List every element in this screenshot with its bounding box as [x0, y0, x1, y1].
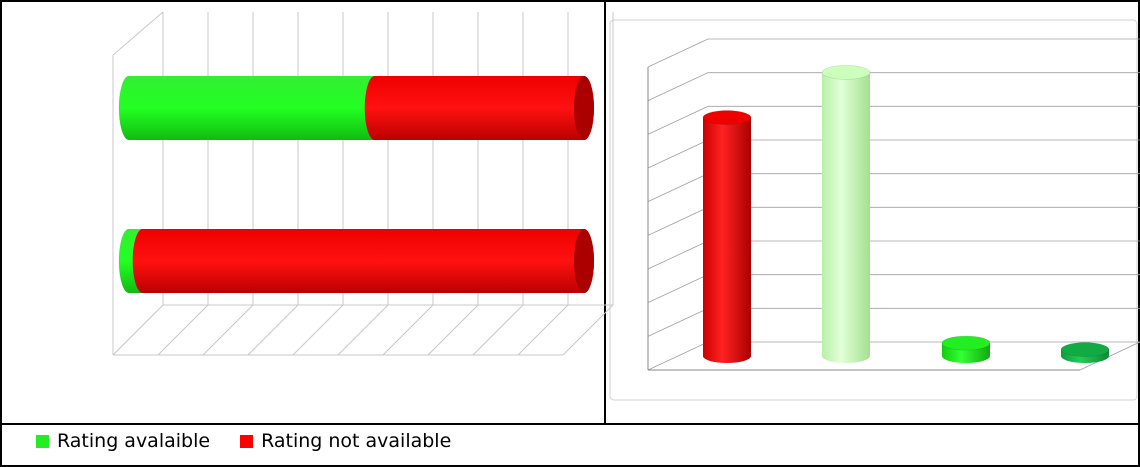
stacked-bar-chart [112, 11, 614, 356]
cylinder-bar-chart [647, 38, 1140, 371]
legend-item-available: Rating avalaible [36, 430, 210, 452]
cylinder-bar-top [1060, 342, 1110, 357]
cylinder-bar [822, 72, 870, 363]
legend-swatch-not-available [240, 434, 254, 448]
bar-start-edge [118, 75, 130, 141]
bar-not-available-end-cap [574, 229, 594, 293]
cylinder-bar-top [821, 65, 871, 80]
right-wall-gridline [647, 206, 709, 236]
left-floor-line [292, 304, 344, 356]
right-grid [647, 38, 1140, 371]
left-floor-line [562, 304, 614, 356]
left-grid [112, 11, 614, 356]
bar-not-available-end-cap [574, 76, 594, 140]
right-wall-gridline [647, 341, 709, 371]
cylinder-bar-top [702, 110, 752, 125]
cylinder-bar-top [941, 335, 991, 351]
left-floor-line [247, 304, 299, 356]
left-floor-line [337, 304, 389, 356]
left-bars [118, 75, 594, 294]
legend-label-available: Rating avalaible [57, 430, 211, 452]
right-wall-gridline [647, 240, 709, 270]
right-wall-gridline [647, 72, 709, 102]
right-wall-gridline [647, 38, 709, 68]
left-floor-line [157, 304, 209, 356]
legend-item-not-available: Rating not available [240, 430, 451, 452]
right-floor-edge [1079, 341, 1140, 371]
left-floor-line [517, 304, 569, 356]
bar-available [119, 76, 385, 140]
bar-not-available [132, 229, 594, 293]
legend-label-not-available: Rating not available [261, 430, 452, 452]
right-wall-gridline [647, 173, 709, 203]
right-chart-border [609, 19, 1138, 401]
left-wall-top-edge [112, 11, 164, 56]
left-floor-line [112, 304, 164, 356]
bar-not-available [364, 76, 594, 140]
right-wall-gridline [647, 274, 709, 304]
right-wall-gridline [647, 139, 709, 169]
left-floor-line [427, 304, 479, 356]
right-wall-gridline [647, 105, 709, 135]
right-wall-gridline [647, 307, 709, 337]
left-floor-line [472, 304, 524, 356]
right-bars [702, 65, 1110, 363]
left-floor-line [202, 304, 254, 356]
left-floor-line [382, 304, 434, 356]
cylinder-bar [703, 117, 751, 363]
bar-start-edge [118, 228, 130, 294]
chart-legend: Rating avalaible Rating not available [36, 430, 481, 452]
legend-swatch-available [36, 434, 49, 448]
